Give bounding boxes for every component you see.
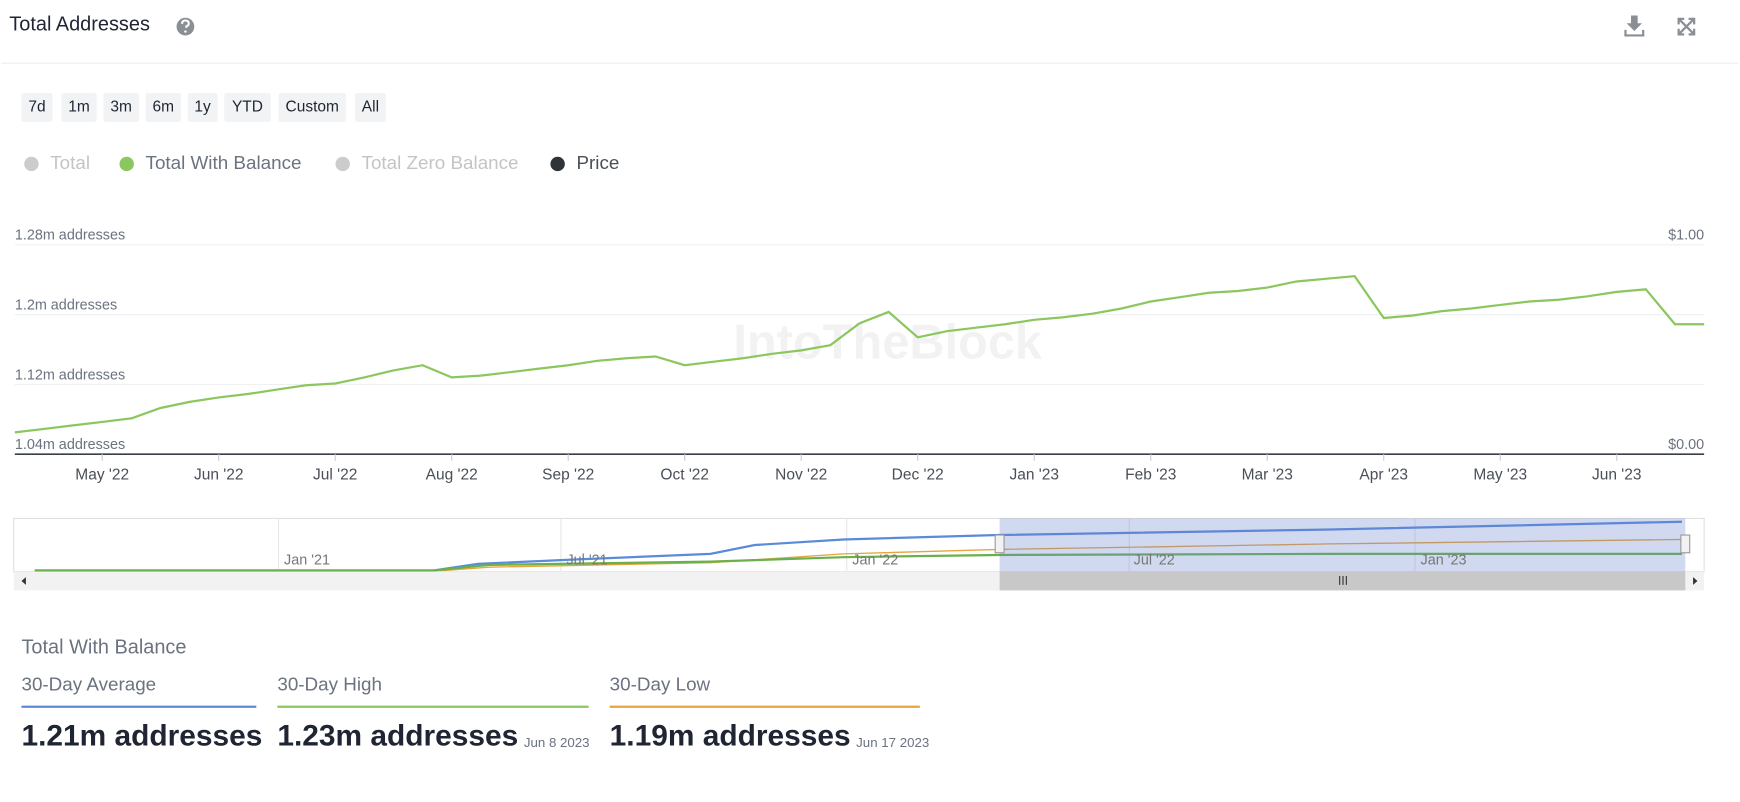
help-icon[interactable] — [176, 17, 195, 36]
navigator-label: Jul '22 — [1134, 552, 1175, 568]
navigator — [13, 517, 1705, 591]
legend-label: Total With Balance — [146, 152, 302, 173]
x-tick-label: Oct '22 — [660, 466, 709, 483]
legend-label: Total — [50, 152, 90, 173]
legend-swatch — [119, 156, 134, 172]
button-label: 3m — [110, 99, 132, 116]
button-bg — [278, 93, 347, 122]
navigator-label: Jan '21 — [284, 552, 330, 568]
y-tick-label: 1.04m addresses — [15, 437, 125, 453]
y-tick-label: 1.28m addresses — [15, 228, 125, 244]
button-label: Custom — [286, 99, 339, 116]
y2-tick-label: $0.00 — [1668, 437, 1704, 453]
navigator-handle[interactable] — [994, 534, 1005, 554]
x-tick-label: Nov '22 — [775, 466, 827, 483]
button-bg — [145, 93, 181, 122]
stat-date: Jun 8 2023 — [524, 735, 590, 750]
x-tick-label: Jun '23 — [1592, 466, 1642, 483]
stat-value: 1.23m addresses — [277, 720, 518, 753]
navigator-handle[interactable] — [1680, 534, 1691, 554]
x-tick-label: Aug '22 — [426, 466, 478, 483]
range-button[interactable]: YTD — [224, 93, 271, 122]
x-tick-label: Apr '23 — [1359, 466, 1408, 483]
stat-value: 1.19m addresses — [610, 720, 851, 753]
legend-swatch — [550, 156, 565, 172]
x-tick-label: Jan '23 — [1009, 466, 1059, 483]
button-label: 1y — [194, 99, 211, 116]
range-button[interactable]: 3m — [103, 93, 139, 122]
x-tick-label: May '22 — [75, 466, 129, 483]
legend-item[interactable]: Total With Balance — [119, 152, 302, 173]
fullscreen-icon[interactable] — [1677, 17, 1696, 36]
navigator-label: Jan '22 — [852, 552, 898, 568]
x-tick-label: May '23 — [1473, 466, 1527, 483]
range-button[interactable]: Custom — [278, 93, 347, 122]
range-button[interactable]: 6m — [145, 93, 181, 122]
button-bg — [103, 93, 139, 122]
summary-title: Total With Balance — [21, 636, 186, 658]
button-label: 1m — [68, 99, 90, 116]
button-bg — [61, 93, 97, 122]
button-bg — [187, 93, 218, 122]
x-tick-label: Jun '22 — [194, 466, 244, 483]
button-bg — [21, 93, 53, 122]
navigator-label: Jan '23 — [1421, 552, 1467, 568]
button-label: 7d — [28, 99, 45, 116]
legend-item[interactable]: Total Zero Balance — [335, 152, 519, 173]
x-tick-label: Feb '23 — [1125, 466, 1176, 483]
range-button[interactable]: All — [354, 93, 386, 122]
legend-swatch — [24, 156, 39, 172]
button-label: YTD — [232, 99, 263, 116]
navigator-label: Jul '21 — [566, 552, 607, 568]
x-tick-label: Jul '22 — [313, 466, 357, 483]
x-tick-label: Dec '22 — [892, 466, 944, 483]
stat-label: 30-Day Average — [21, 674, 156, 695]
button-bg — [354, 93, 386, 122]
button-label: All — [362, 99, 379, 116]
widget-title: Total Addresses — [9, 14, 150, 36]
legend-item[interactable]: Price — [550, 152, 619, 173]
x-tick-label: Mar '23 — [1242, 466, 1293, 483]
button-label: 6m — [152, 99, 174, 116]
legend-label: Total Zero Balance — [362, 152, 519, 173]
legend-swatch — [335, 156, 350, 172]
y2-tick-label: $1.00 — [1668, 228, 1704, 244]
range-button[interactable]: 1m — [61, 93, 97, 122]
stat-label: 30-Day Low — [610, 674, 711, 695]
watermark: IntoTheBlock — [733, 315, 1043, 369]
navigator-selection[interactable] — [999, 518, 1686, 572]
y-tick-label: 1.12m addresses — [15, 367, 125, 383]
stat-value: 1.21m addresses — [21, 720, 262, 753]
series-line — [14, 274, 1705, 434]
x-tick-label: Sep '22 — [542, 466, 594, 483]
download-icon[interactable] — [1624, 15, 1645, 37]
range-button[interactable]: 1y — [187, 93, 218, 122]
stat-label: 30-Day High — [277, 674, 382, 695]
y-tick-label: 1.2m addresses — [15, 298, 117, 314]
range-button[interactable]: 7d — [21, 93, 53, 122]
button-bg — [224, 93, 271, 122]
legend-label: Price — [576, 152, 619, 173]
legend-item[interactable]: Total — [24, 152, 90, 173]
stat-date: Jun 17 2023 — [856, 735, 929, 750]
